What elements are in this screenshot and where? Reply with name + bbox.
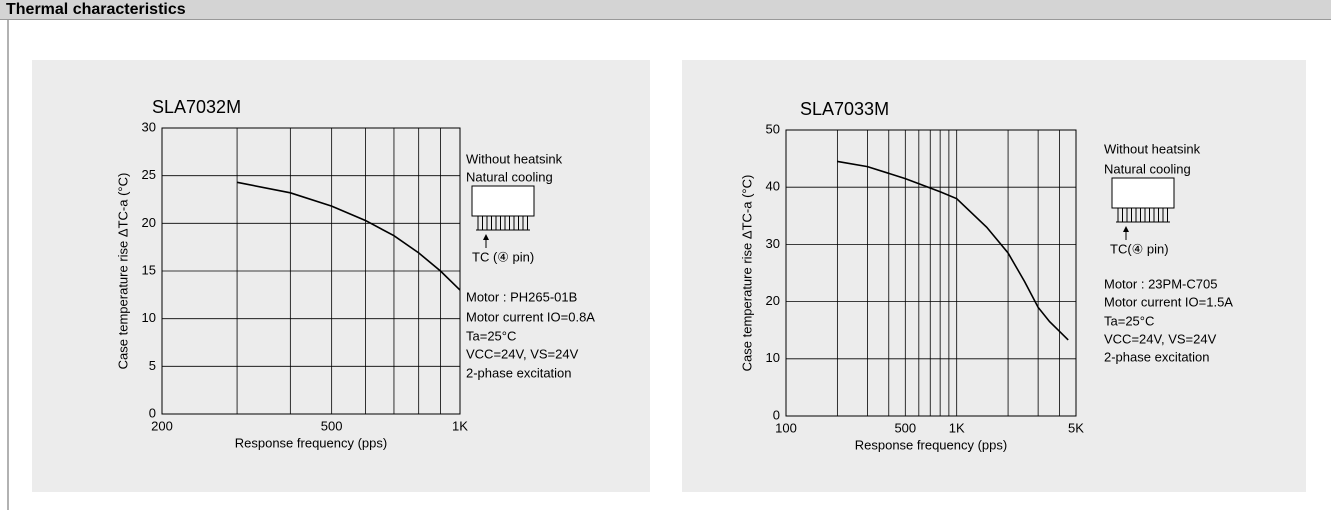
- annotation: Natural cooling: [466, 169, 553, 184]
- y-axis-label: Case temperature rise ΔTC-a (°C): [115, 173, 130, 370]
- x-tick-label: 500: [321, 418, 343, 433]
- package-body: [471, 185, 535, 217]
- x-axis-label: Response frequency (pps): [235, 435, 387, 450]
- annotation: Motor : 23PM-C705: [1104, 276, 1217, 291]
- package-body: [1111, 177, 1175, 209]
- annotation: Ta=25°C: [1104, 313, 1154, 328]
- annotation: 2-phase excitation: [466, 365, 572, 380]
- annotation: TC(④ pin): [1110, 241, 1169, 256]
- chart-title: SLA7033M: [800, 99, 889, 119]
- y-tick-label: 5: [149, 358, 156, 373]
- x-tick-label: 200: [151, 418, 173, 433]
- y-tick-label: 30: [766, 236, 780, 251]
- annotation: Without heatsink: [1104, 141, 1201, 156]
- annotation: VCC=24V, VS=24V: [1104, 331, 1217, 346]
- x-tick-label: 1K: [949, 420, 965, 435]
- y-axis-label: Case temperature rise ΔTC-a (°C): [739, 175, 754, 372]
- annotation: Without heatsink: [466, 151, 563, 166]
- x-tick-label: 1K: [452, 418, 468, 433]
- y-tick-label: 25: [142, 167, 156, 182]
- panel: [32, 60, 650, 492]
- y-tick-label: 10: [142, 310, 156, 325]
- data-line: [236, 181, 461, 291]
- y-tick-label: 40: [766, 179, 780, 194]
- tc-arrow-head: [1123, 226, 1129, 232]
- x-tick-label: 100: [775, 420, 797, 435]
- annotation: VCC=24V, VS=24V: [466, 346, 579, 361]
- x-tick-label: 5K: [1068, 420, 1084, 435]
- annotation: Motor current IO=0.8A: [466, 309, 595, 324]
- annotation: 2-phase excitation: [1104, 349, 1210, 364]
- y-tick-label: 50: [766, 121, 780, 136]
- chart-title: SLA7032M: [152, 97, 241, 117]
- y-tick-label: 0: [149, 405, 156, 420]
- section-header: Thermal characteristics: [0, 0, 1331, 20]
- y-tick-label: 20: [142, 215, 156, 230]
- y-tick-label: 10: [766, 350, 780, 365]
- y-tick-label: 20: [766, 293, 780, 308]
- annotation: Ta=25°C: [466, 328, 516, 343]
- x-tick-label: 500: [894, 420, 916, 435]
- annotation: Natural cooling: [1104, 161, 1191, 176]
- y-tick-label: 0: [773, 407, 780, 422]
- tc-arrow-head: [483, 234, 489, 240]
- data-line: [837, 160, 1069, 341]
- annotation: Motor : PH265-01B: [466, 289, 577, 304]
- y-tick-label: 15: [142, 262, 156, 277]
- annotation: TC (④ pin): [472, 249, 534, 264]
- y-tick-label: 30: [142, 119, 156, 134]
- annotation: Motor current IO=1.5A: [1104, 294, 1233, 309]
- x-axis-label: Response frequency (pps): [855, 437, 1007, 452]
